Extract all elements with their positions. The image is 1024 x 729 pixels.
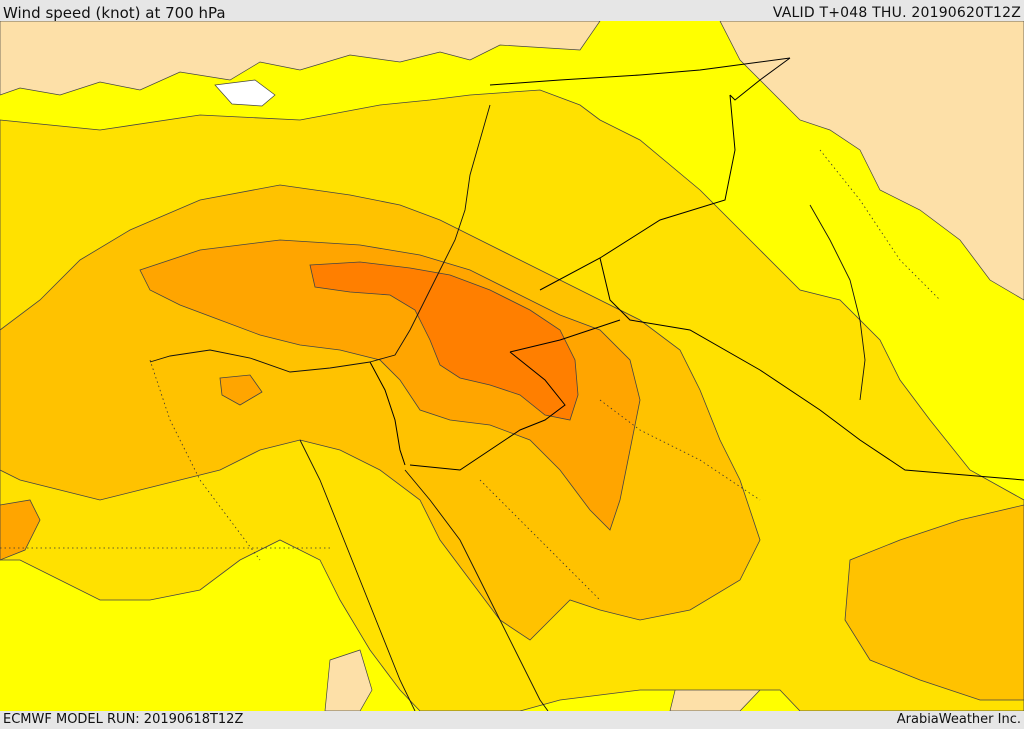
model-run: ECMWF MODEL RUN: 20190618T12Z [3,712,244,727]
field-strong-southeast [844,504,1024,701]
coast-gulf [809,204,866,401]
coast-egypt-north [149,349,371,373]
wind-speed-map[interactable] [0,21,1024,711]
map-title: Wind speed (knot) at 700 hPa [3,4,226,22]
border-iraq-iran [729,57,791,101]
valid-time: VALID T+048 THU. 20190620T12Z [772,5,1021,21]
field-very-strong-patch [219,374,263,406]
field-very-strong-west [0,499,41,561]
field-max-core [309,261,579,421]
map-header: Wind speed (knot) at 700 hPa VALID T+048… [0,0,1024,22]
coast-red-sea-east [404,469,549,711]
light-region-northeast [719,21,1024,301]
map-footer: ECMWF MODEL RUN: 20190618T12Z ArabiaWeat… [0,711,1024,729]
border-egypt-israel [369,361,406,466]
field-calm [214,79,276,107]
light-region-north [0,21,601,96]
map-canvas [0,21,1024,711]
border-jordan [409,351,566,471]
internal-boundaries [0,149,941,601]
light-region-south [324,649,373,711]
coastlines [149,104,866,711]
credit: ArabiaWeather Inc. [896,712,1021,727]
coast-levant [369,104,491,363]
field-light-regions [0,21,1024,711]
border-turkey-syria [489,57,791,86]
country-borders [369,57,1024,481]
coast-red-sea-west [299,439,416,711]
border-jordan-saudi [509,319,621,353]
border-syria-iraq [539,94,736,291]
border-iraq-saudi [599,257,1024,481]
